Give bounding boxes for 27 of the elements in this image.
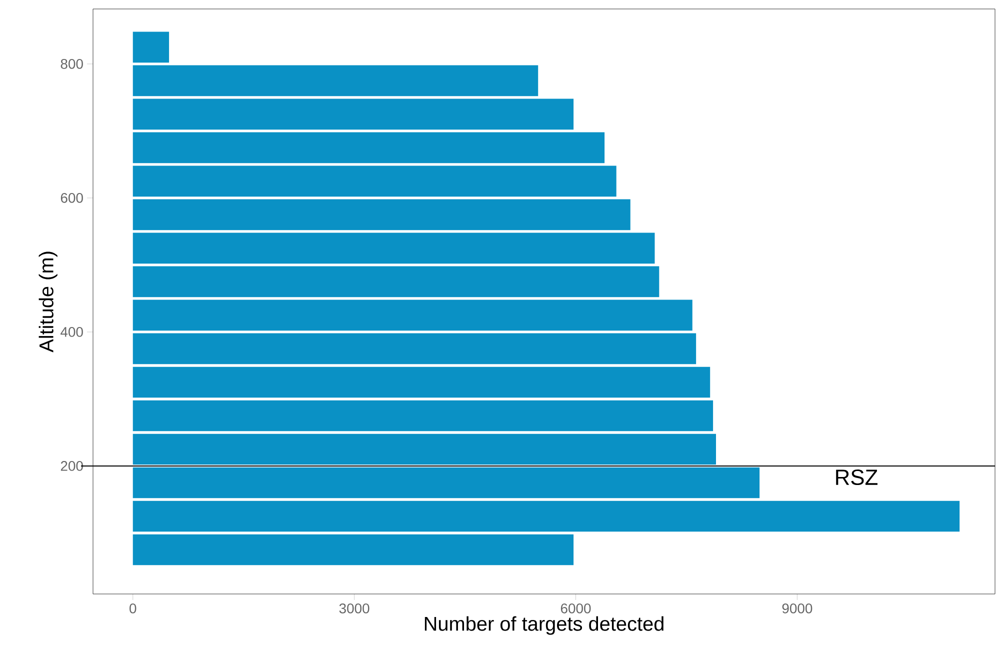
bar xyxy=(132,300,692,331)
bar xyxy=(132,32,170,63)
bar xyxy=(132,166,616,197)
bar xyxy=(132,400,714,432)
y-tick-label: 600 xyxy=(60,193,83,203)
y-tick-label: 400 xyxy=(60,327,83,337)
bar xyxy=(132,467,760,498)
bar xyxy=(132,98,574,130)
bar xyxy=(132,434,716,465)
bar xyxy=(132,534,574,566)
bar xyxy=(132,199,630,230)
y-tick-label: 200 xyxy=(60,461,83,471)
x-tick-label: 9000 xyxy=(782,603,812,614)
bar xyxy=(132,232,655,264)
y-tick-label: 800 xyxy=(60,58,83,69)
ref-line-label: RSZ xyxy=(836,470,878,486)
x-tick-label: 0 xyxy=(130,603,136,614)
bar xyxy=(132,333,696,364)
x-tick-label: 6000 xyxy=(560,603,591,614)
y-axis-title: Altitude (m) xyxy=(38,252,58,352)
bar xyxy=(132,132,605,164)
bar xyxy=(132,65,538,96)
bar xyxy=(132,266,660,298)
x-tick-label: 3000 xyxy=(339,603,370,614)
bar xyxy=(132,366,710,398)
x-axis-title: Number of targets detected xyxy=(424,616,664,635)
bar xyxy=(132,500,960,532)
